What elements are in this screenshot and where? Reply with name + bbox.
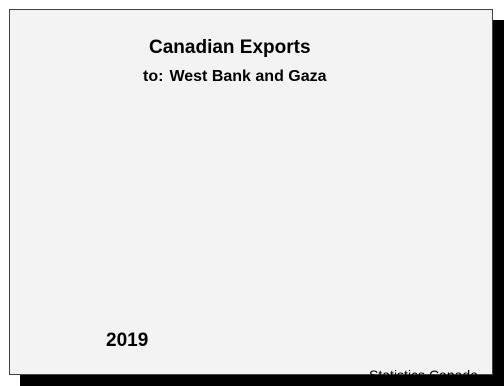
chart-panel: Canadian Exports to: West Bank and Gaza 2… xyxy=(9,9,493,383)
source-label: Statistics Canada xyxy=(369,367,478,383)
chart-year: 2019 xyxy=(106,330,149,351)
subtitle-prefix: to: xyxy=(143,68,164,85)
chart-title: Canadian Exports xyxy=(149,37,311,58)
chart-subtitle: to: West Bank and Gaza xyxy=(143,68,327,86)
subtitle-partner: West Bank and Gaza xyxy=(169,68,327,85)
